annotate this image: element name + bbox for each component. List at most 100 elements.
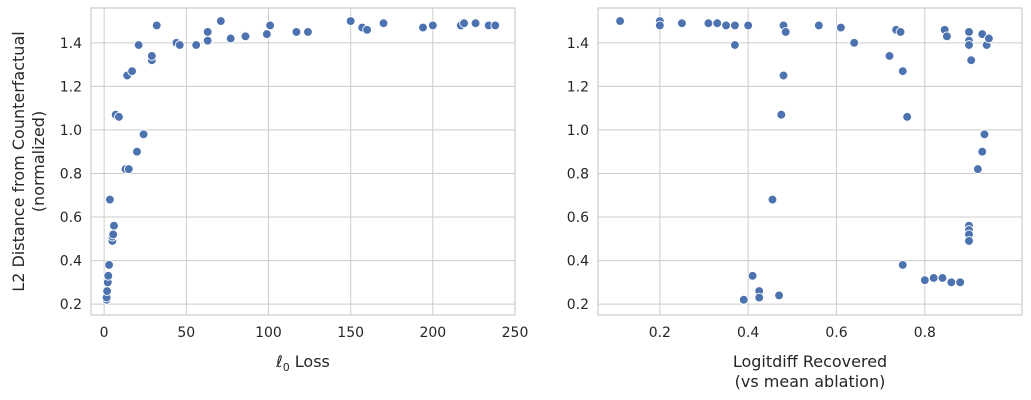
data-point [103,270,114,281]
x-axis-label: (vs mean ablation) [735,372,886,391]
data-point [964,236,974,246]
data-point [984,33,994,44]
x-tick-label: 0.6 [825,325,847,341]
data-point [774,290,784,301]
y-tick-label: 0.2 [567,297,589,313]
data-point [459,18,469,29]
data-point [946,277,957,288]
data-point [240,31,251,42]
data-point [470,18,481,29]
data-point [133,40,144,50]
data-point [884,51,895,61]
y-axis-label: (normalized) [29,111,48,212]
y-tick-label: 1.0 [567,123,589,139]
data-point [303,27,313,37]
x-tick-label: 0.8 [914,325,936,341]
data-point [109,220,119,231]
data-point [738,294,749,305]
data-point [261,29,272,39]
data-point [966,55,977,66]
data-point [767,194,778,205]
data-point [105,194,115,205]
x-tick-label: 0.4 [737,325,759,341]
plot-frame [597,7,1023,316]
data-point [654,20,665,31]
data-point [730,20,740,31]
y-tick-label: 0.4 [567,254,589,270]
data-point [964,27,974,37]
data-point [215,16,226,26]
x-axis-label: Logitdiff Recovered [733,352,887,371]
data-point [132,146,142,157]
data-point [123,164,134,174]
data-point [897,260,908,270]
y-axis-label: L2 Distance from Counterfactual [9,31,28,291]
y-tick-label: 0.8 [60,166,82,182]
y-tick-label: 0.6 [567,210,589,226]
data-point [972,164,983,174]
y-tick-label: 1.4 [567,36,589,52]
data-point [902,112,913,122]
y-tick-label: 1.4 [60,36,82,52]
data-point [291,27,302,37]
data-point [427,20,438,31]
plot-frame [90,7,516,316]
x-tick-label: 0.2 [649,325,671,341]
data-point [919,275,930,286]
y-tick-label: 1.0 [60,123,82,139]
y-tick-label: 0.2 [60,297,82,313]
data-point [928,273,939,283]
data-point [721,20,731,31]
data-point [747,270,758,281]
plot-background [91,8,515,315]
data-point [378,18,389,29]
x-tick-label: 150 [337,325,364,341]
data-point [191,40,202,50]
data-point [108,229,119,240]
plot-background [598,8,1022,315]
data-point [677,18,687,29]
y-tick-label: 0.4 [60,254,82,270]
chart-panel-right: 0.2 0.4 0.6 0.8 0.2 0.4 0.6 0.8 1.0 1.2 1.4 Logitdi… [567,7,1023,391]
data-point [225,33,236,44]
data-point [202,35,213,46]
data-point [418,22,428,33]
x-tick-label: 200 [419,325,446,341]
data-point [151,20,162,31]
data-point [754,292,765,303]
data-point [780,27,791,37]
data-point [102,286,112,296]
data-point [955,277,966,288]
y-tick-label: 1.2 [567,79,589,95]
data-point [977,29,988,39]
data-point [202,27,213,37]
x-tick-label: 100 [255,325,282,341]
data-point [730,40,740,50]
data-point [776,109,787,120]
data-point [937,273,948,283]
data-point [127,66,137,76]
data-point [836,22,846,33]
chart-panel-left: 0 50 100 150 200 250 0.2 0.4 0.6 0.8 1.0 1.2 1.4 ℓ0 L… [9,7,528,374]
data-point [712,18,723,29]
y-tick-label: 0.8 [567,166,589,182]
data-point [743,20,754,31]
y-tick-label: 0.6 [60,210,82,226]
data-point [345,16,356,26]
data-point [897,66,908,76]
data-point [104,260,114,270]
data-point [979,129,990,140]
data-point [490,20,501,31]
data-point [703,18,714,29]
data-point [146,51,157,61]
data-point [114,112,124,122]
x-tick-label: 50 [177,325,195,341]
data-point [942,31,952,42]
data-point [895,27,906,37]
data-point [362,24,372,35]
data-point [615,16,625,26]
data-point [174,40,185,50]
y-tick-label: 1.2 [60,79,82,95]
data-point [813,20,824,31]
